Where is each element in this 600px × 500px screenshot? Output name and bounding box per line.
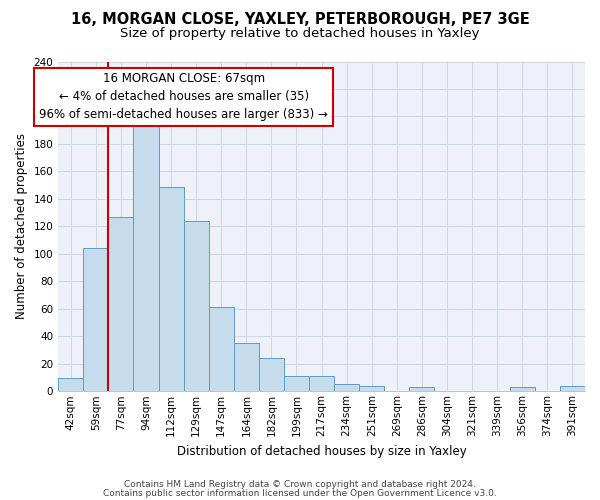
Bar	[510, 387, 535, 392]
Bar	[359, 386, 385, 392]
Text: Contains HM Land Registry data © Crown copyright and database right 2024.: Contains HM Land Registry data © Crown c…	[124, 480, 476, 489]
Bar	[184, 221, 209, 392]
Bar	[234, 343, 259, 392]
Text: Size of property relative to detached houses in Yaxley: Size of property relative to detached ho…	[120, 28, 480, 40]
Bar	[284, 376, 309, 392]
Bar	[560, 386, 585, 392]
Bar	[58, 378, 83, 392]
Text: 16, MORGAN CLOSE, YAXLEY, PETERBOROUGH, PE7 3GE: 16, MORGAN CLOSE, YAXLEY, PETERBOROUGH, …	[71, 12, 529, 28]
Bar	[309, 376, 334, 392]
Text: Contains public sector information licensed under the Open Government Licence v3: Contains public sector information licen…	[103, 489, 497, 498]
Bar	[109, 217, 133, 392]
Bar	[158, 186, 184, 392]
Bar	[259, 358, 284, 392]
Bar	[83, 248, 109, 392]
Y-axis label: Number of detached properties: Number of detached properties	[15, 134, 28, 320]
Text: 16 MORGAN CLOSE: 67sqm
← 4% of detached houses are smaller (35)
96% of semi-deta: 16 MORGAN CLOSE: 67sqm ← 4% of detached …	[39, 72, 328, 122]
X-axis label: Distribution of detached houses by size in Yaxley: Distribution of detached houses by size …	[177, 444, 466, 458]
Bar	[209, 308, 234, 392]
Bar	[334, 384, 359, 392]
Bar	[133, 118, 158, 392]
Bar	[409, 387, 434, 392]
